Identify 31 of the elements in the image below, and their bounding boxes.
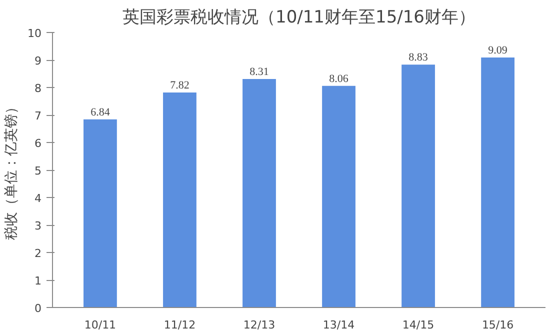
data-label: 6.84 (90, 106, 110, 118)
x-tick-label: 15/16 (482, 318, 514, 332)
x-tick-label: 11/12 (164, 318, 196, 332)
y-tick-label: 3 (34, 220, 42, 232)
bar (242, 78, 276, 308)
y-tick-label: 6 (34, 137, 42, 150)
bar (84, 119, 117, 308)
data-label: 9.09 (488, 44, 508, 57)
y-tick-label: 10 (28, 27, 42, 40)
y-tick-label: 8 (34, 82, 42, 95)
x-tick-label: 12/13 (243, 318, 276, 332)
y-tick-label: 2 (34, 247, 42, 260)
y-tick-label: 1 (34, 274, 42, 288)
y-tick-label: 4 (34, 192, 42, 205)
data-label: 8.06 (329, 72, 349, 85)
chart-title: 英国彩票税收情况（10/11财年至15/16财年） (122, 8, 476, 28)
x-tick-label: 10/11 (84, 318, 116, 332)
data-label: 8.83 (408, 52, 428, 64)
x-tick-label: 13/14 (322, 318, 355, 332)
bar (402, 64, 435, 308)
y-tick-label: 5 (34, 164, 42, 178)
data-label: 7.82 (170, 79, 190, 92)
bar (163, 92, 196, 308)
y-tick-label: 7 (34, 110, 42, 122)
y-tick-label: 0 (34, 302, 42, 315)
y-axis-title: 税收（单位：亿英镑） (4, 100, 20, 240)
y-tick-label: 9 (34, 54, 42, 68)
bar (322, 86, 356, 308)
x-tick-label: 14/15 (402, 318, 434, 332)
data-label: 8.31 (250, 66, 269, 78)
bar (481, 58, 514, 308)
